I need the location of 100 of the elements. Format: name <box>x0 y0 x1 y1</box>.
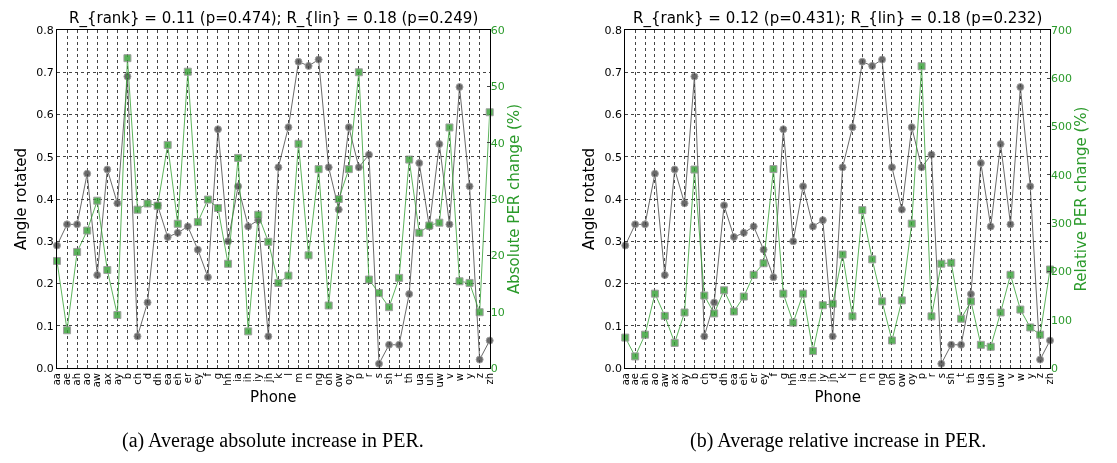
x-tick-label: v <box>443 372 455 379</box>
y2-tick-label: 400 <box>1051 168 1073 182</box>
x-tick-label: ax <box>101 372 113 386</box>
y-tick-label: 0.2 <box>36 277 54 291</box>
x-tick-label: iy <box>817 372 829 382</box>
x-tick-label: aw <box>91 373 103 388</box>
x-tick-label: d <box>708 373 720 380</box>
x-tick-label: g <box>212 373 224 380</box>
x-tick-label: ia <box>797 373 809 382</box>
x-tick-label: dh <box>718 373 730 386</box>
y-tick-label: 0.6 <box>36 108 54 122</box>
x-tick-label: dh <box>151 373 163 386</box>
x-tick-label: ah <box>71 373 83 386</box>
y-tick-label: 0.4 <box>36 192 54 206</box>
y-tick-label: 0.6 <box>604 108 623 122</box>
x-tick-label: ay <box>678 372 690 386</box>
x-tick-label: ax <box>668 372 680 386</box>
x-tick-label: zh <box>483 373 495 385</box>
x-tick-label: uh <box>423 373 435 386</box>
y2-tick-label: 200 <box>1051 265 1073 279</box>
x-tick-label: ng <box>312 373 324 386</box>
y2-axis-title: Relative PER change (%) <box>1072 106 1091 292</box>
x-tick-label: w <box>453 373 465 382</box>
x-tick-label: w <box>1014 373 1026 382</box>
x-tick-label: ow <box>896 373 908 388</box>
y-tick-label: 0.7 <box>604 66 623 80</box>
y-tick-label: 0.5 <box>604 150 623 164</box>
x-tick-label: oh <box>886 373 898 386</box>
y-tick-label: 0.3 <box>36 235 54 249</box>
x-tick-label: sh <box>945 373 957 385</box>
y2-tick-label: 700 <box>1051 23 1073 37</box>
x-tick-label: ao <box>81 373 93 386</box>
x-tick-label: ch <box>131 373 143 385</box>
x-tick-label: ey <box>192 372 204 386</box>
x-tick-label: f <box>202 372 214 377</box>
x-tick-label: ia <box>232 373 244 382</box>
y2-tick-label: 40 <box>490 136 505 150</box>
x-tick-label: hh <box>787 373 799 386</box>
text: (a) Average absolute increase in PER. <box>122 429 424 452</box>
x-axis-title: Phone <box>250 387 297 406</box>
x-tick-label: ng <box>876 373 888 386</box>
x-tick-label: s <box>935 373 947 379</box>
y-tick-label: 0.8 <box>36 23 54 37</box>
x-tick-label: oy <box>343 372 355 386</box>
y-tick-label: 0.7 <box>36 66 54 80</box>
y-axis-title: Angle rotated <box>11 147 30 251</box>
x-tick-label: ow <box>333 373 344 388</box>
x-tick-label: ih <box>242 373 254 383</box>
x-tick-label: jh <box>262 373 274 384</box>
x-tick-label: uh <box>984 373 996 386</box>
y2-tick-label: 20 <box>490 249 505 263</box>
y2-tick-label: 10 <box>490 305 505 319</box>
x-tick-label: ua <box>975 373 987 386</box>
y2-tick-label: 50 <box>490 80 505 94</box>
y2-tick-label: 30 <box>490 192 505 206</box>
x-tick-label: aa <box>619 373 631 386</box>
x-axis-title: Phone <box>814 387 861 406</box>
x-tick-label: n <box>302 373 314 380</box>
x-tick-label: aw <box>659 373 671 388</box>
y-tick-label: 0.0 <box>36 361 54 375</box>
x-tick-label: k <box>272 372 284 379</box>
y2-tick-label: 300 <box>1051 216 1073 230</box>
x-tick-label: er <box>747 372 759 384</box>
x-tick-label: ey <box>757 372 769 386</box>
y2-tick-label: 100 <box>1051 313 1073 327</box>
x-tick-label: er <box>182 372 194 384</box>
x-tick-label: ea <box>728 373 740 386</box>
x-tick-label: ch <box>698 373 710 385</box>
x-tick-label: t <box>955 372 967 377</box>
x-tick-label: ae <box>61 373 73 386</box>
x-tick-label: m <box>856 373 868 383</box>
x-tick-label: l <box>282 373 294 376</box>
x-tick-label: d <box>141 373 153 380</box>
x-tick-label: ae <box>629 373 641 386</box>
chart-title: R_{rank} = 0.12 (p=0.431); R_{lin} = 0.18 (p=0.232) <box>633 9 1043 28</box>
y2-tick-label: 500 <box>1051 120 1073 134</box>
text: (b) Average relative increase in PER. <box>690 429 987 452</box>
y-tick-label: 0.1 <box>604 319 623 333</box>
x-tick-label: y <box>463 372 475 379</box>
x-tick-label: oy <box>905 372 917 386</box>
x-tick-label: f <box>767 372 779 377</box>
x-tick-label: ua <box>413 373 425 386</box>
y-tick-label: 0.1 <box>36 319 54 333</box>
x-tick-label: l <box>846 373 858 376</box>
x-tick-label: uw <box>433 373 445 388</box>
y2-axis-title: Absolute PER change (%) <box>504 104 523 294</box>
x-tick-label: uw <box>994 373 1006 388</box>
x-tick-label: s <box>373 373 385 379</box>
x-tick-label: v <box>1004 372 1016 379</box>
x-tick-label: y <box>1024 372 1036 379</box>
x-tick-label: th <box>965 373 977 384</box>
y2-tick-label: 60 <box>490 23 505 37</box>
x-tick-label: p <box>353 373 365 380</box>
x-tick-label: ea <box>161 373 173 386</box>
chart-title: R_{rank} = 0.11 (p=0.474); R_{lin} = 0.18 (p=0.249) <box>69 9 479 28</box>
x-tick-label: th <box>403 373 415 384</box>
y-tick-label: 0.5 <box>36 150 54 164</box>
x-tick-label: g <box>777 373 789 380</box>
x-tick-label: m <box>292 373 304 383</box>
y-axis-title: Angle rotated <box>579 147 598 251</box>
